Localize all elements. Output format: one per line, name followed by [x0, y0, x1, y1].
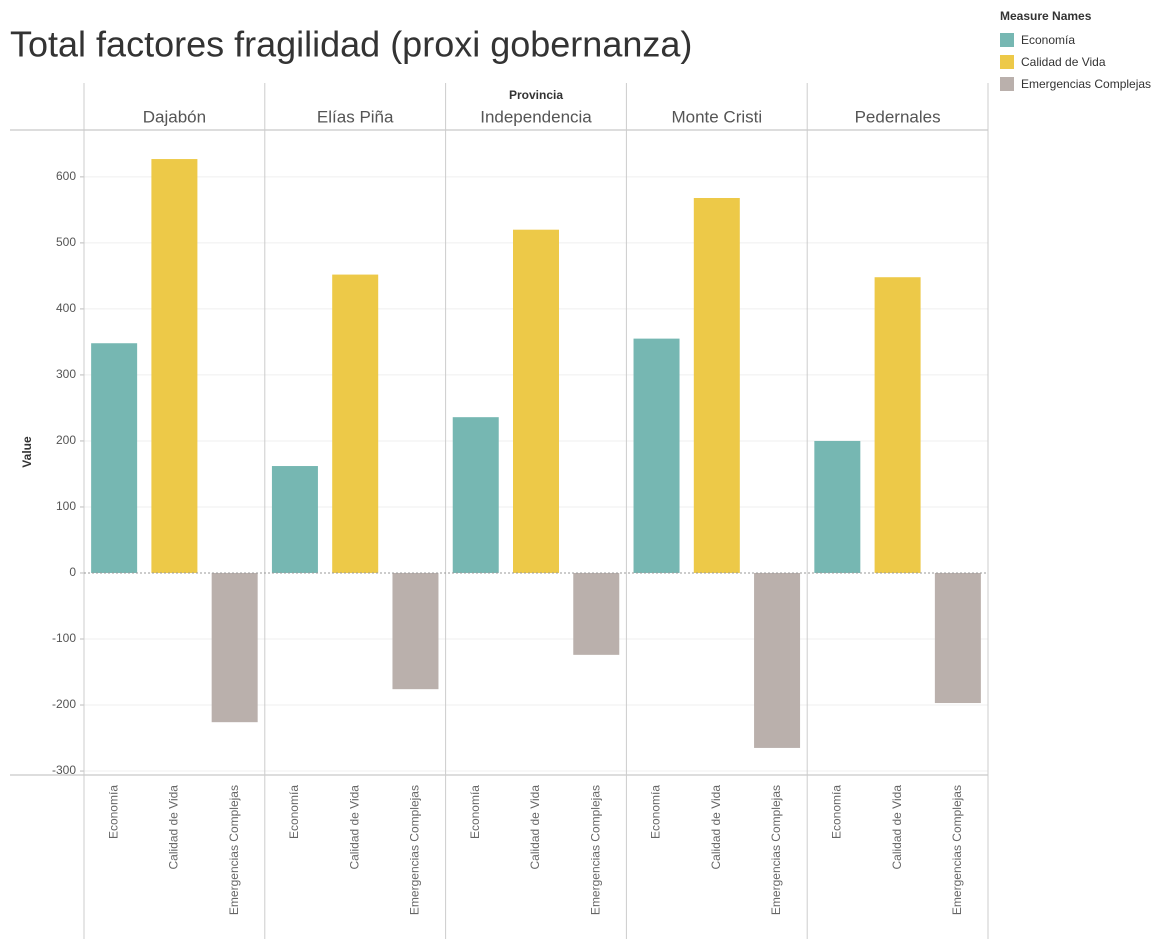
x-tick-label: Calidad de Vida — [528, 785, 542, 870]
bar — [392, 572, 439, 690]
y-tick-label: 100 — [56, 499, 76, 513]
y-axis-label: Value — [20, 436, 34, 468]
legend-label: Calidad de Vida — [1021, 55, 1106, 69]
x-tick-label: Emergencias Complejas — [408, 785, 422, 915]
legend-label: Economía — [1021, 33, 1076, 47]
legend-item: Emergencias Complejas — [1000, 73, 1170, 95]
x-tick-label: Emergencias Complejas — [950, 785, 964, 915]
bar — [693, 197, 740, 573]
y-tick-label: -100 — [52, 631, 76, 645]
legend-item: Economía — [1000, 29, 1170, 51]
chart: Total factores fragilidad (proxi goberna… — [10, 24, 989, 939]
bar — [934, 572, 981, 704]
bar — [874, 277, 921, 573]
y-tick-label: 200 — [56, 433, 76, 447]
legend-item: Calidad de Vida — [1000, 51, 1170, 73]
x-tick-label: Emergencias Complejas — [227, 785, 241, 915]
y-tick-label: -200 — [52, 697, 76, 711]
facet-title: Independencia — [480, 107, 592, 126]
facet-title: Dajabón — [143, 107, 206, 126]
y-tick-label: 0 — [69, 565, 76, 579]
legend-swatch — [1000, 55, 1014, 69]
legend-swatch — [1000, 33, 1014, 47]
bar — [332, 274, 379, 573]
x-tick-label: Economía — [649, 785, 663, 839]
x-tick-label: Calidad de Vida — [890, 785, 904, 870]
bar — [151, 159, 198, 573]
x-tick-label: Calidad de Vida — [167, 785, 181, 870]
y-tick-label: 600 — [56, 169, 76, 183]
x-tick-label: Emergencias Complejas — [588, 785, 602, 915]
legend-label: Emergencias Complejas — [1021, 77, 1152, 91]
legend: Measure Names Economía Calidad de Vida Eme… — [1000, 9, 1170, 95]
bar — [211, 572, 258, 723]
bar — [513, 229, 559, 573]
y-tick-label: -300 — [52, 763, 76, 777]
facet-title: Elías Piña — [317, 107, 394, 126]
bar — [633, 338, 680, 573]
y-tick-label: 400 — [56, 301, 76, 315]
legend-title: Measure Names — [1000, 9, 1092, 23]
x-tick-label: Economía — [106, 785, 120, 839]
bar — [814, 440, 861, 573]
bar — [91, 343, 138, 573]
chart-title: Total factores fragilidad (proxi goberna… — [10, 24, 692, 65]
facet-title: Monte Cristi — [671, 107, 762, 126]
y-tick-label: 500 — [56, 235, 76, 249]
x-tick-label: Emergencias Complejas — [769, 785, 783, 915]
facet-title: Pedernales — [855, 107, 941, 126]
x-tick-label: Economía — [830, 785, 844, 839]
bar — [452, 417, 499, 573]
x-tick-label: Economía — [468, 785, 482, 839]
facet-label: Provincia — [509, 88, 563, 102]
y-tick-label: 300 — [56, 367, 76, 381]
x-tick-label: Economía — [287, 785, 301, 839]
x-tick-label: Calidad de Vida — [709, 785, 723, 870]
bar — [271, 466, 318, 573]
bar — [573, 572, 620, 655]
x-tick-label: Calidad de Vida — [347, 785, 361, 870]
bar — [754, 572, 801, 748]
legend-swatch — [1000, 77, 1014, 91]
